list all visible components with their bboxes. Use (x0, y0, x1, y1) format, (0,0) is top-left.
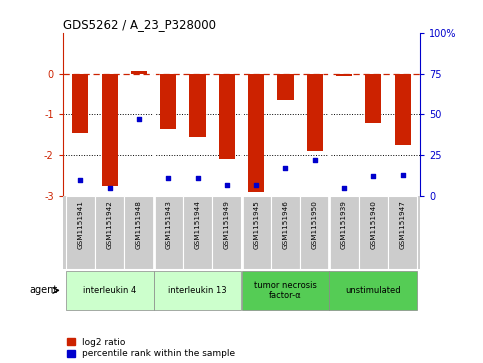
Text: GSM1151941: GSM1151941 (77, 200, 84, 249)
Bar (242, 271, 329, 310)
Text: GSM1151945: GSM1151945 (253, 200, 259, 249)
Bar (365, 73, 382, 122)
Bar (124, 196, 154, 269)
Bar (219, 73, 235, 159)
Text: tumor necrosis
factor-α: tumor necrosis factor-α (254, 281, 317, 300)
Bar (154, 196, 183, 269)
Point (282, 165, 289, 171)
Bar (388, 196, 417, 269)
Text: interleukin 4: interleukin 4 (83, 286, 136, 295)
Bar (66, 196, 95, 269)
Bar (329, 196, 359, 269)
Text: GSM1151948: GSM1151948 (136, 200, 142, 249)
Text: GSM1151939: GSM1151939 (341, 200, 347, 249)
Bar (248, 73, 264, 192)
Bar (329, 271, 417, 310)
Point (135, 116, 143, 122)
Point (194, 175, 201, 181)
Text: agent: agent (30, 285, 58, 295)
Text: interleukin 13: interleukin 13 (168, 286, 227, 295)
Bar (271, 196, 300, 269)
Bar (395, 73, 411, 145)
Point (223, 182, 231, 187)
Point (340, 185, 348, 191)
Text: GSM1151940: GSM1151940 (370, 200, 376, 249)
Text: GSM1151946: GSM1151946 (283, 200, 288, 249)
Text: GSM1151943: GSM1151943 (165, 200, 171, 249)
Point (369, 174, 377, 179)
Bar (72, 73, 88, 133)
Point (252, 182, 260, 187)
Bar (307, 73, 323, 151)
Bar (277, 73, 294, 100)
Text: GSM1151947: GSM1151947 (399, 200, 406, 249)
Bar (160, 73, 176, 129)
Bar (336, 73, 352, 76)
Text: unstimulated: unstimulated (345, 286, 401, 295)
Bar (300, 196, 329, 269)
Bar (66, 271, 154, 310)
Bar (359, 196, 388, 269)
Legend: log2 ratio, percentile rank within the sample: log2 ratio, percentile rank within the s… (67, 338, 235, 359)
Point (399, 172, 407, 178)
Bar (212, 196, 242, 269)
Bar (131, 72, 147, 73)
Bar (101, 73, 118, 186)
Bar (242, 196, 271, 269)
Bar (189, 73, 206, 137)
Point (106, 185, 114, 191)
Bar (154, 271, 242, 310)
Text: GSM1151942: GSM1151942 (107, 200, 113, 249)
Point (164, 175, 172, 181)
Text: GSM1151944: GSM1151944 (195, 200, 200, 249)
Point (311, 157, 319, 163)
Text: GSM1151950: GSM1151950 (312, 200, 318, 249)
Text: GSM1151949: GSM1151949 (224, 200, 230, 249)
Text: GDS5262 / A_23_P328000: GDS5262 / A_23_P328000 (63, 19, 216, 32)
Bar (183, 196, 212, 269)
Bar (95, 196, 124, 269)
Point (76, 177, 84, 183)
